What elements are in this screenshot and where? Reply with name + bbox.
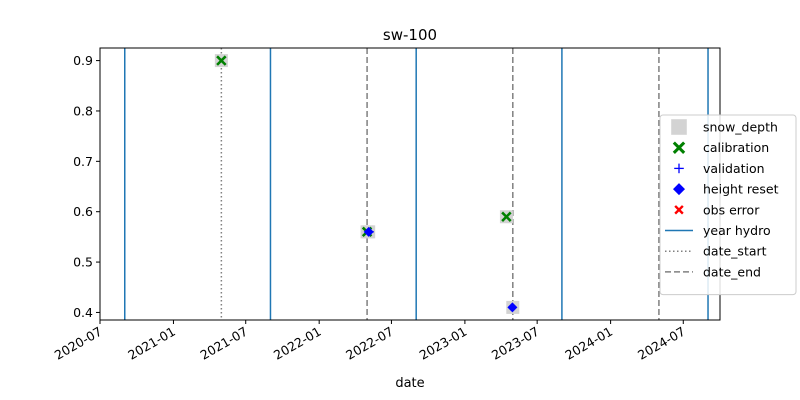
- x-tick-label: 2023-01: [417, 324, 470, 363]
- validation-legend-icon: [674, 163, 684, 174]
- x-tick-label: 2021-01: [125, 324, 178, 363]
- legend-item: date_end: [665, 264, 761, 279]
- height-reset-point: [507, 302, 518, 313]
- snow-depth-legend-icon: [671, 119, 687, 135]
- legend-label: calibration: [703, 140, 769, 155]
- calibration-point: [216, 55, 227, 66]
- legend-label: snow_depth: [703, 120, 778, 135]
- legend-label: date_end: [703, 264, 761, 279]
- chart-title: sw-100: [383, 26, 437, 44]
- x-tick-label: 2022-07: [343, 324, 396, 363]
- x-axis: 2020-07 2021-01 2021-07 2022-01 2022-07 2023-…: [52, 320, 688, 363]
- y-tick-label: 0.8: [73, 103, 93, 118]
- y-tick-label: 0.9: [73, 53, 93, 68]
- x-tick-label: 2024-01: [562, 324, 615, 363]
- height-reset-point: [363, 226, 374, 237]
- legend-item: snow_depth: [671, 119, 778, 135]
- y-tick-label: 0.4: [73, 305, 93, 320]
- legend-item: date_start: [665, 244, 767, 259]
- x-axis-label: date: [395, 376, 424, 391]
- legend-item: calibration: [672, 140, 769, 155]
- x-tick-label: 2021-07: [197, 324, 250, 363]
- x-tick-label: 2020-07: [52, 324, 105, 363]
- legend-item: validation: [674, 161, 765, 176]
- legend-box: [659, 114, 797, 296]
- y-tick-label: 0.6: [73, 204, 93, 219]
- legend-item: obs error: [674, 202, 760, 217]
- legend-label: year hydro: [703, 223, 771, 238]
- legend-label: validation: [703, 161, 765, 176]
- y-tick-label: 0.5: [73, 255, 93, 270]
- x-tick-label: 2023-07: [489, 324, 542, 363]
- obs-error-legend-icon: [674, 205, 684, 215]
- legend-label: height reset: [703, 182, 779, 197]
- x-tick-label: 2024-07: [635, 324, 688, 363]
- y-tick-label: 0.7: [73, 154, 93, 169]
- legend: snow_depth calibration validation height re…: [659, 114, 797, 296]
- legend-label: obs error: [703, 202, 760, 217]
- legend-item: year hydro: [665, 223, 771, 238]
- calibration-point: [501, 211, 512, 222]
- calibration-legend-icon: [672, 141, 686, 154]
- axes-frame: [99, 47, 721, 321]
- y-axis: 0.4 0.5 0.6 0.7 0.8 0.9: [73, 53, 100, 320]
- legend-label: date_start: [703, 244, 767, 259]
- x-tick-label: 2022-01: [271, 324, 324, 363]
- legend-item: height reset: [673, 182, 779, 197]
- plot-area: [124, 48, 709, 320]
- height-reset-legend-icon: [673, 183, 685, 196]
